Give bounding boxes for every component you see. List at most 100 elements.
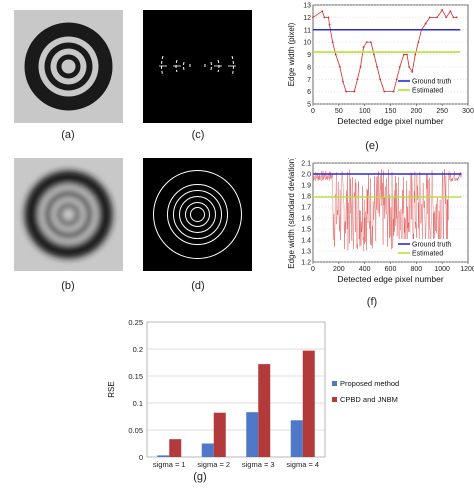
- legend-label-estimated: Estimated: [412, 251, 443, 258]
- y-tick-label: 5: [307, 102, 311, 109]
- y-axis-label: Edge width (pixel): [287, 22, 296, 86]
- caption-e: (e): [365, 140, 379, 152]
- measured-point: [369, 41, 372, 44]
- measured-point: [395, 78, 398, 81]
- sharp-edge-map: [143, 10, 252, 123]
- legend-swatch-proposed-method: [332, 381, 337, 386]
- measured-point: [411, 70, 414, 73]
- measured-point: [441, 9, 444, 11]
- x-axis-label: Detected edge pixel number: [337, 116, 443, 126]
- measured-point: [321, 10, 324, 13]
- y-tick-label: 2.1: [301, 161, 311, 168]
- measured-point: [392, 90, 395, 93]
- caption-a: (a): [61, 129, 75, 141]
- x-tick-label: 100: [359, 108, 371, 115]
- measured-point: [408, 65, 410, 68]
- x-tick-label: 1000: [434, 266, 450, 273]
- x-tick-label: 0: [311, 266, 315, 273]
- measured-point: [353, 90, 356, 93]
- y-tick-label: 11: [304, 27, 311, 34]
- measured-point: [417, 41, 420, 44]
- y-tick-label: 6: [307, 89, 311, 96]
- y-tick-label: 1.2: [301, 260, 311, 267]
- bar-cpbd-jnbm: [169, 439, 182, 457]
- measured-point: [356, 78, 359, 81]
- x-tick-label: 200: [410, 108, 422, 115]
- measured-point: [414, 53, 417, 56]
- y-tick-label: 1.6: [301, 216, 311, 223]
- legend-label-proposed-method: Proposed method: [340, 379, 399, 388]
- y-tick-label: 1.9: [301, 183, 311, 190]
- bar-proposed-method: [246, 412, 259, 457]
- chart-g-rse-bars: 0 0.05 0.1 0.15 0.2 0.25 RSE sigma = 1 sigma = 2…: [107, 318, 399, 469]
- bar-proposed-method: [201, 443, 214, 457]
- x-tick-label: 1200: [460, 266, 474, 273]
- sharp-rings-image: [14, 10, 123, 123]
- measured-point: [383, 90, 386, 93]
- measured-point: [455, 16, 458, 19]
- measured-point: [334, 53, 337, 56]
- y-tick-label: 9: [307, 52, 311, 59]
- measured-point: [338, 65, 341, 68]
- x-tick-label: 250: [436, 108, 448, 115]
- x-tick-label: 0: [311, 108, 315, 115]
- measured-point: [379, 78, 382, 81]
- x-tick-label: 300: [462, 108, 474, 115]
- measured-point: [331, 41, 334, 44]
- bar-cpbd-jnbm: [258, 364, 271, 457]
- y-tick-label: 1.8: [301, 194, 311, 201]
- measured-point: [436, 16, 438, 19]
- y-tick-label: 0.1: [133, 399, 143, 408]
- y-tick-label: 12: [303, 15, 311, 22]
- caption-f: (f): [366, 296, 378, 308]
- measured-point: [403, 53, 405, 56]
- x-tick-label: 400: [359, 266, 371, 273]
- legend-label-ground-truth: Ground truth: [412, 242, 451, 249]
- measured-point: [452, 16, 455, 19]
- legend-label-ground-truth: Ground truth: [412, 79, 451, 86]
- legend-label-estimated: Estimated: [412, 88, 443, 95]
- legend-box: [396, 239, 466, 257]
- blurred-edge-map: [143, 158, 252, 271]
- chart-f-edge-width-std: 1.2 1.3 1.4 1.5 1.6 1.7 1.8 1.9 2.0 2.1 0 200 400 600…: [287, 158, 474, 284]
- y-tick-label: 1.3: [301, 249, 311, 256]
- y-tick-label: 1.4: [301, 238, 311, 245]
- measured-point: [376, 65, 378, 68]
- blurred-rings-image: [14, 158, 123, 271]
- measured-series-line: [312, 168, 462, 252]
- y-axis-label: RSE: [107, 381, 116, 397]
- measured-point: [345, 90, 347, 93]
- y-tick-label: 0.25: [128, 318, 143, 327]
- y-axis-label: Edge width (standard deviation): [287, 158, 296, 269]
- y-tick-label: 13: [303, 3, 311, 10]
- x-tick-label: sigma = 4: [286, 460, 319, 469]
- measured-point: [373, 53, 375, 56]
- measured-point: [428, 16, 431, 19]
- x-tick-label: sigma = 3: [242, 460, 275, 469]
- caption-b: (b): [61, 280, 75, 292]
- x-axis-label: Detected edge pixel number: [337, 274, 443, 284]
- measured-point: [323, 16, 326, 19]
- x-tick-label: sigma = 2: [197, 460, 230, 469]
- measured-point: [424, 22, 427, 25]
- measured-point: [445, 16, 448, 19]
- measured-series-line: [312, 9, 457, 92]
- measured-point: [327, 16, 330, 19]
- y-tick-label: 7: [307, 77, 311, 84]
- y-tick-label: 10: [303, 40, 311, 47]
- y-tick-label: 0.15: [128, 372, 143, 381]
- x-tick-label: sigma = 1: [153, 460, 186, 469]
- y-tick-label: 0.05: [128, 426, 143, 435]
- legend-swatch-cpbd-jnbm: [332, 397, 337, 402]
- caption-g: (g): [193, 471, 207, 483]
- x-tick-label: 200: [333, 266, 345, 273]
- bar-proposed-method: [290, 420, 303, 457]
- chart-e-edge-width-pixel: 5 6 7 8 9 10 11 12 13 0 50 100 150 200 250 300 Detected …: [287, 3, 474, 127]
- bar-proposed-method: [157, 455, 170, 457]
- measured-point: [365, 41, 368, 44]
- measured-point: [362, 46, 365, 48]
- measured-point: [406, 53, 408, 56]
- y-tick-label: 0.2: [133, 345, 143, 354]
- bar-cpbd-jnbm: [213, 412, 226, 457]
- y-tick-label: 8: [307, 64, 311, 71]
